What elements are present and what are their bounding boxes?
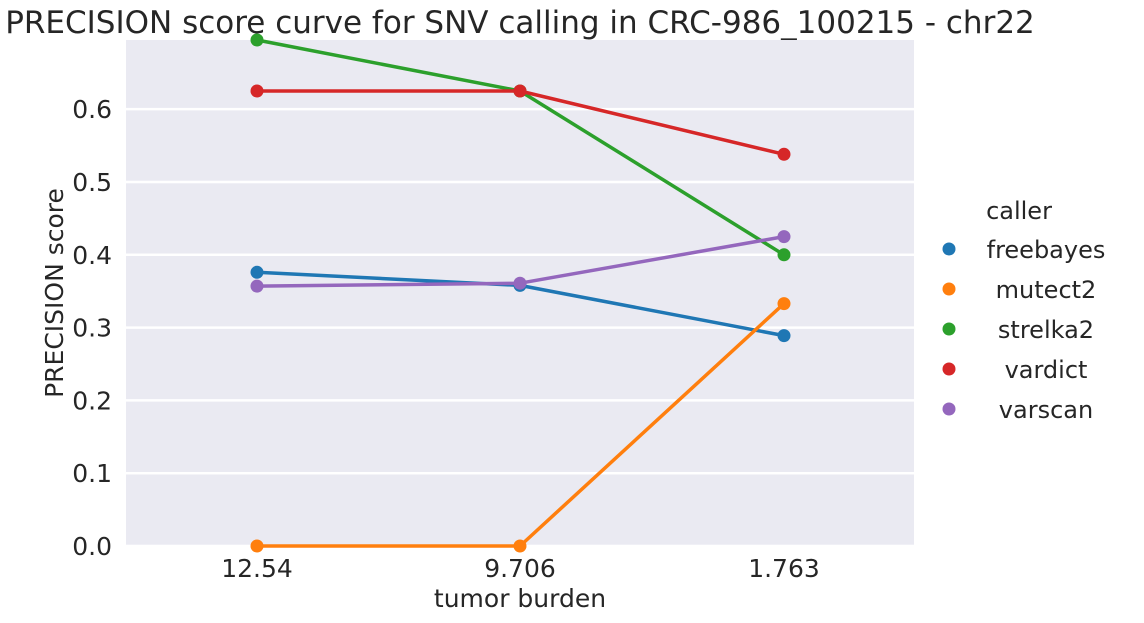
x-axis-ticks: 12.54 9.706 1.763	[221, 554, 820, 583]
y-tick-label: 0.0	[72, 532, 112, 561]
legend-marker	[942, 362, 956, 376]
data-point-vardict	[513, 84, 527, 98]
data-point-varscan	[513, 276, 527, 290]
y-tick-label: 0.3	[72, 314, 112, 343]
data-point-vardict	[250, 84, 264, 98]
series-mutect2	[250, 297, 791, 553]
data-point-varscan	[777, 230, 791, 244]
legend-marker	[942, 242, 956, 256]
series-vardict	[250, 84, 791, 161]
data-point-strelka2	[777, 248, 791, 262]
data-point-vardict	[777, 147, 791, 161]
x-tick-label: 1.763	[748, 554, 820, 583]
data-point-mutect2	[513, 539, 527, 553]
legend-label: vardict	[1005, 356, 1088, 384]
plot-area	[126, 40, 914, 546]
legend-marker	[942, 282, 956, 296]
y-tick-label: 0.6	[72, 95, 112, 124]
legend: caller freebayes mutect2 strelka2 vardict va…	[942, 197, 1106, 424]
legend-item-freebayes: freebayes	[942, 236, 1106, 264]
legend-item-vardict: vardict	[942, 356, 1088, 384]
legend-label: strelka2	[998, 316, 1094, 344]
data-point-freebayes	[250, 265, 264, 279]
data-point-varscan	[250, 279, 264, 293]
legend-item-mutect2: mutect2	[942, 276, 1097, 304]
legend-label: mutect2	[996, 276, 1097, 304]
series-varscan	[250, 230, 791, 293]
legend-title: caller	[986, 197, 1052, 225]
legend-label: varscan	[999, 396, 1093, 424]
x-tick-label: 12.54	[221, 554, 293, 583]
x-tick-label: 9.706	[484, 554, 556, 583]
data-point-mutect2	[250, 539, 264, 553]
series-group	[250, 33, 791, 553]
chart-title: PRECISION score curve for SNV calling in…	[5, 5, 1035, 41]
y-axis-ticks: 0.0 0.1 0.2 0.3 0.4 0.5 0.6	[72, 95, 112, 561]
legend-item-varscan: varscan	[942, 396, 1093, 424]
legend-marker	[942, 322, 956, 336]
y-tick-label: 0.4	[72, 241, 112, 270]
data-point-mutect2	[777, 297, 791, 311]
legend-item-strelka2: strelka2	[942, 316, 1094, 344]
y-tick-label: 0.1	[72, 459, 112, 488]
grid-lines	[126, 107, 914, 548]
data-point-strelka2	[250, 33, 264, 47]
legend-marker	[942, 402, 956, 416]
y-axis-label: PRECISION score	[40, 188, 69, 398]
data-point-freebayes	[777, 329, 791, 343]
x-axis-label: tumor burden	[434, 584, 606, 613]
y-tick-label: 0.5	[72, 168, 112, 197]
legend-label: freebayes	[987, 236, 1106, 264]
y-tick-label: 0.2	[72, 386, 112, 415]
